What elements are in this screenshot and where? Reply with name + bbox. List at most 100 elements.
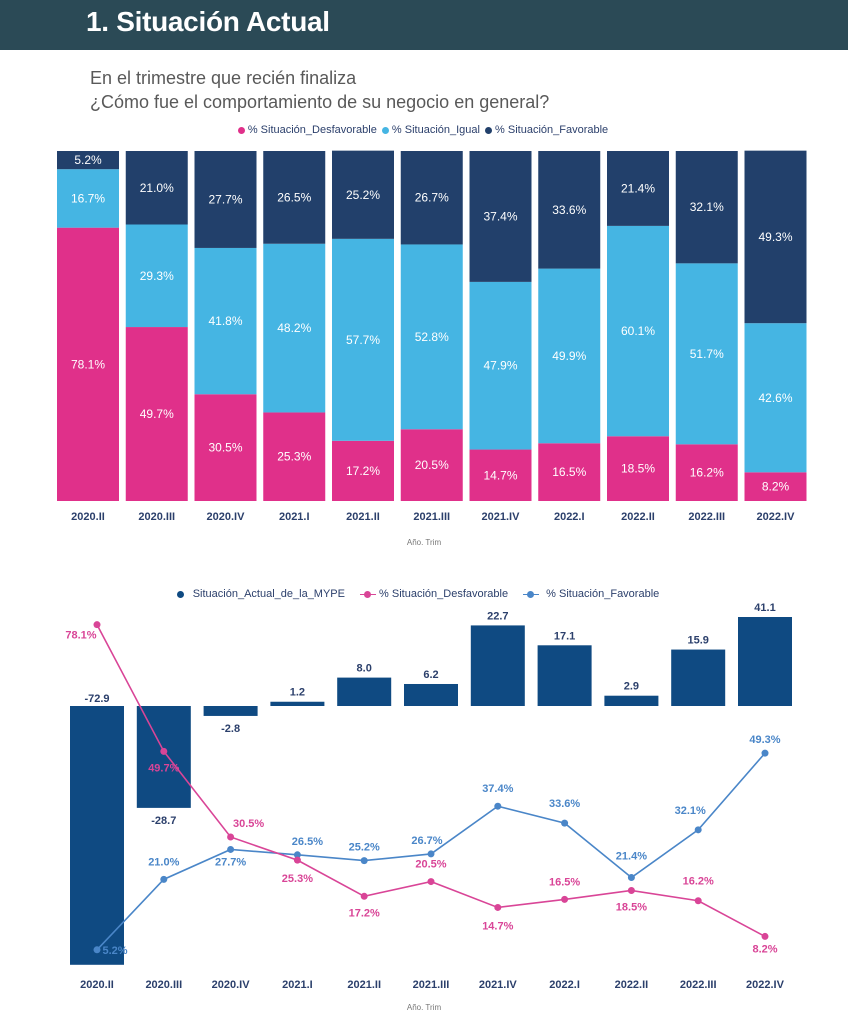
line-point-desfavorable bbox=[427, 878, 435, 886]
line-point-favorable bbox=[694, 826, 702, 834]
line-data-label: 49.7% bbox=[148, 762, 179, 774]
line-point-favorable bbox=[627, 874, 635, 882]
line-data-label: 5.2% bbox=[102, 945, 127, 957]
stacked-bar-segment bbox=[607, 225, 669, 437]
line-point-desfavorable bbox=[293, 856, 301, 864]
line-data-label: 33.6% bbox=[549, 798, 580, 810]
legend-label: % Situación_Favorable bbox=[495, 124, 609, 136]
stacked-bar-segment bbox=[125, 224, 188, 328]
mype-bar bbox=[270, 701, 325, 706]
stacked-bar-segment bbox=[57, 169, 119, 228]
data-label: 5.2% bbox=[74, 153, 102, 167]
line-data-label: 32.1% bbox=[675, 805, 706, 817]
combo-chart-legend: Situación_Actual_de_la_MYPE % Situación_… bbox=[0, 588, 848, 601]
x-tick-label: 2022.III bbox=[680, 979, 717, 991]
data-label: 51.7% bbox=[690, 347, 724, 361]
line-point-favorable bbox=[227, 845, 235, 853]
data-label: 8.2% bbox=[762, 480, 790, 494]
line-point-desfavorable bbox=[627, 886, 635, 894]
mype-bar bbox=[404, 683, 458, 706]
x-tick-label: 2021.I bbox=[279, 511, 310, 523]
line-point-favorable bbox=[360, 857, 368, 865]
line-point-favorable bbox=[160, 875, 168, 883]
line-data-label: 26.7% bbox=[411, 835, 442, 847]
legend-label: % Situación_Desfavorable bbox=[247, 124, 377, 136]
line-data-label: 16.5% bbox=[549, 876, 580, 888]
x-tick-label: 2021.IV bbox=[479, 979, 518, 991]
line-data-label: 21.0% bbox=[148, 856, 179, 868]
line-point-favorable bbox=[761, 749, 769, 757]
legend-item-igual[interactable]: % Situación_Igual bbox=[381, 124, 480, 136]
mype-bar bbox=[70, 706, 124, 965]
x-tick-label: 2022.III bbox=[688, 511, 725, 523]
stacked-bar-segment bbox=[469, 281, 532, 450]
data-label: 26.7% bbox=[415, 191, 449, 205]
stacked-bar-segment bbox=[538, 443, 601, 501]
data-label: 18.5% bbox=[621, 462, 655, 476]
data-label: 17.2% bbox=[346, 464, 380, 478]
legend-label: % Situación_Igual bbox=[391, 124, 480, 136]
bar-data-label: 41.1 bbox=[754, 602, 775, 614]
data-label: 78.1% bbox=[71, 357, 105, 371]
x-tick-label: 2021.III bbox=[413, 511, 450, 523]
mype-bar bbox=[470, 625, 525, 706]
legend-dot-igual-icon bbox=[381, 126, 389, 134]
data-label: 42.6% bbox=[758, 391, 792, 405]
data-label: 49.7% bbox=[140, 407, 174, 421]
stacked-bar-segment bbox=[675, 263, 738, 445]
stacked-bar-segment bbox=[744, 150, 807, 324]
line-point-desfavorable bbox=[694, 897, 702, 905]
data-label: 21.4% bbox=[621, 181, 655, 195]
stacked-bar-segment bbox=[400, 151, 463, 245]
data-label: 16.7% bbox=[71, 191, 105, 205]
legend-item-line-favorable[interactable]: % Situación_Favorable bbox=[523, 588, 659, 600]
line-data-label: 18.5% bbox=[616, 901, 647, 913]
line-desfavorable bbox=[96, 624, 766, 938]
stacked-bar-segment bbox=[194, 151, 257, 248]
line-data-label: 17.2% bbox=[349, 907, 380, 919]
x-tick-label: 2020.IV bbox=[207, 511, 246, 523]
data-label: 49.3% bbox=[758, 230, 792, 244]
bar-data-label: 8.0 bbox=[357, 663, 372, 675]
bar-data-label: -2.8 bbox=[221, 723, 240, 735]
x-axis-title-2: Año. Trim bbox=[406, 1003, 442, 1012]
legend-item-favorable[interactable]: % Situación_Favorable bbox=[485, 124, 608, 136]
legend-label: % Situación_Desfavorable bbox=[379, 588, 509, 600]
legend-dot-favorable-icon bbox=[485, 126, 493, 134]
x-tick-label: 2022.I bbox=[549, 979, 580, 991]
stacked-chart-legend: % Situación_Desfavorable % Situación_Igu… bbox=[0, 124, 848, 137]
x-tick-label: 2020.III bbox=[138, 511, 175, 523]
line-data-label: 25.2% bbox=[349, 842, 380, 854]
bar-data-label: -28.7 bbox=[151, 815, 176, 827]
data-label: 49.9% bbox=[552, 349, 586, 363]
x-tick-label: 2021.II bbox=[346, 511, 380, 523]
data-label: 26.5% bbox=[277, 190, 311, 204]
stacked-bar-segment bbox=[538, 268, 601, 444]
line-data-label: 14.7% bbox=[482, 920, 513, 932]
stacked-bar-segment bbox=[744, 472, 807, 501]
legend-item-line-desfavorable[interactable]: % Situación_Desfavorable bbox=[360, 588, 508, 600]
mype-bar bbox=[604, 695, 659, 706]
data-label: 14.7% bbox=[483, 468, 517, 482]
stacked-bar-segment bbox=[469, 151, 532, 282]
data-label: 16.2% bbox=[690, 466, 724, 480]
x-tick-label: 2020.III bbox=[145, 979, 182, 991]
stacked-bar-segment bbox=[538, 151, 601, 269]
data-label: 30.5% bbox=[208, 441, 242, 455]
stacked-bar-segment bbox=[400, 244, 463, 430]
data-label: 33.6% bbox=[552, 203, 586, 217]
legend-item-desfavorable[interactable]: % Situación_Desfavorable bbox=[237, 124, 377, 136]
data-label: 25.3% bbox=[277, 450, 311, 464]
legend-dot-desfavorable-icon bbox=[237, 126, 245, 134]
mype-bar bbox=[671, 649, 726, 706]
x-tick-label: 2020.II bbox=[71, 511, 105, 523]
stacked-bar-segment bbox=[607, 436, 669, 501]
stacked-bar-segment bbox=[607, 151, 669, 226]
stacked-bar-segment bbox=[57, 151, 119, 170]
legend-label: % Situación_Favorable bbox=[546, 588, 660, 600]
data-label: 32.1% bbox=[690, 200, 724, 214]
line-data-label: 16.2% bbox=[683, 876, 714, 888]
line-marker-favorable-icon bbox=[523, 590, 540, 598]
legend-item-mype[interactable]: Situación_Actual_de_la_MYPE bbox=[176, 588, 345, 600]
bar-data-label: 2.9 bbox=[624, 681, 639, 693]
